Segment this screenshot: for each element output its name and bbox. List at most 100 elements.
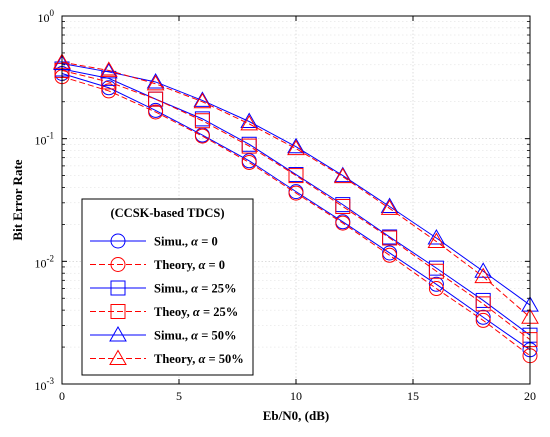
series-4-point [475,296,491,312]
legend-label-suffix: = 0 [205,258,225,272]
y-tick-label: 10-3 [35,376,55,393]
legend-label-prefix: Theory, [154,258,198,272]
legend-marker [110,280,126,296]
series-6 [53,53,539,324]
y-tick-base: 10 [35,379,47,393]
legend-label-symbol: α [191,329,199,343]
series-2-point [475,312,491,328]
series-2-point [288,185,304,201]
series-6-point [240,114,259,131]
x-axis-label: Eb/N0, (dB) [263,408,329,423]
y-tick-base: 10 [35,256,47,270]
x-tick-label: 10 [290,389,302,403]
series-3-line [61,68,531,336]
legend-label: Theory, α = 0 [154,258,225,272]
x-tick-label: 0 [59,389,65,403]
legend-label-prefix: Simu., [154,282,191,296]
legend-label-suffix: = 0 [198,235,218,249]
y-tick-exponent: -3 [47,376,55,386]
series-4-point [194,113,210,129]
y-tick-base: 10 [38,11,50,25]
y-tick-exponent: 0 [50,8,55,18]
x-tick-label: 15 [407,389,419,403]
legend-label-symbol: α [193,305,201,319]
series-2-point [335,215,351,231]
series-2-point [194,128,210,144]
legend-entry-6: Theory, α = 50% [90,349,244,366]
series-4-point [335,198,351,214]
legend-marker [109,349,127,365]
y-tick-label: 10-1 [35,131,55,148]
series-4 [54,62,538,348]
legend-title: (CCSK-based TDCS) [110,206,224,220]
series-5-line [61,63,531,306]
series-1-point [475,309,491,325]
series-4-point [382,230,398,246]
legend-label: Simu., α = 0 [154,235,218,249]
series-4-point [148,91,164,107]
series-6-point [427,232,446,249]
series-2-point [101,83,117,99]
series-1-line [61,72,531,351]
legend-label-prefix: Simu., [154,235,191,249]
series-5-point [240,112,259,129]
legend-entry-3: Simu., α = 25% [90,280,236,296]
series-2-line [61,76,531,357]
legend-entry-4: Theoy, α = 25% [90,304,238,319]
series-1-point [428,276,444,292]
legend-label: Simu., α = 25% [154,282,236,296]
legend-marker [110,233,126,249]
legend-label-suffix: = 25% [200,305,238,319]
series-4-point [288,168,304,184]
legend-label-suffix: = 50% [205,352,243,366]
legend-label-prefix: Simu., [154,329,191,343]
legend-label-symbol: α [198,352,206,366]
legend-label-symbol: α [191,282,199,296]
y-tick-exponent: -1 [47,131,55,141]
legend-marker [109,325,127,342]
series-5-point [99,62,118,79]
legend-label: Theoy, α = 25% [154,305,238,319]
series-2-point [428,281,444,297]
series-4-point [241,138,257,154]
legend-marker [110,257,126,272]
legend-label-prefix: Theory, [154,352,198,366]
legend-label: Simu., α = 50% [154,329,236,343]
y-tick-label: 100 [38,8,55,25]
series-5-point [287,137,305,154]
legend-label: Theory, α = 50% [154,352,244,366]
series-5-point [146,72,165,89]
series-6-point [99,61,118,77]
series-2-point [382,247,398,263]
series-6-point [193,92,212,109]
series-4-point [428,263,444,279]
legend-entry-2: Theory, α = 0 [90,257,225,272]
legend-label-suffix: = 25% [198,282,236,296]
y-tick-base: 10 [35,134,47,148]
legend-entry-1: Simu., α = 0 [90,233,218,249]
legend-label-symbol: α [198,258,206,272]
y-axis-label: Bit Error Rate [10,159,25,240]
series-6-point [287,139,305,156]
legend-label-symbol: α [191,235,199,249]
series-5-point [193,91,212,107]
x-tick-label: 20 [524,389,536,403]
series-6-point [380,199,399,215]
series-6-point [474,267,493,284]
series-4-line [61,69,531,341]
series-6-point [333,167,352,184]
series-group [53,53,539,364]
series-2-point [148,104,164,120]
legend-marker [110,304,126,319]
series-5-point [427,228,446,245]
series-4-point [101,74,117,90]
y-tick-label: 10-2 [35,253,55,270]
series-6-point [146,74,165,91]
x-tick-label: 5 [176,389,182,403]
legend-label-suffix: = 50% [198,329,236,343]
series-2-point [241,154,257,170]
y-tick-exponent: -2 [47,253,55,263]
